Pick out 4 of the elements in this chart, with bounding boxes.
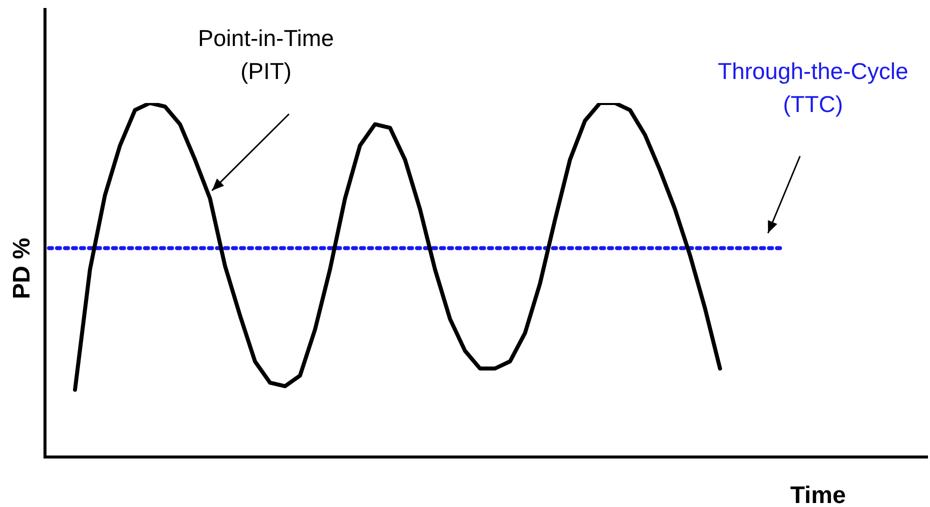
y-axis-title: PD % (8, 238, 36, 300)
ref-line-label: Through-the-Cycle (TTC) (718, 57, 908, 119)
x-axis-title: Time (790, 481, 846, 507)
text: Point-in-Time (PIT) (198, 24, 334, 86)
